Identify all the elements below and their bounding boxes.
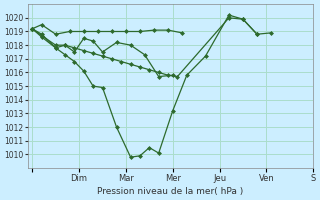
X-axis label: Pression niveau de la mer( hPa ): Pression niveau de la mer( hPa ): [97, 187, 244, 196]
